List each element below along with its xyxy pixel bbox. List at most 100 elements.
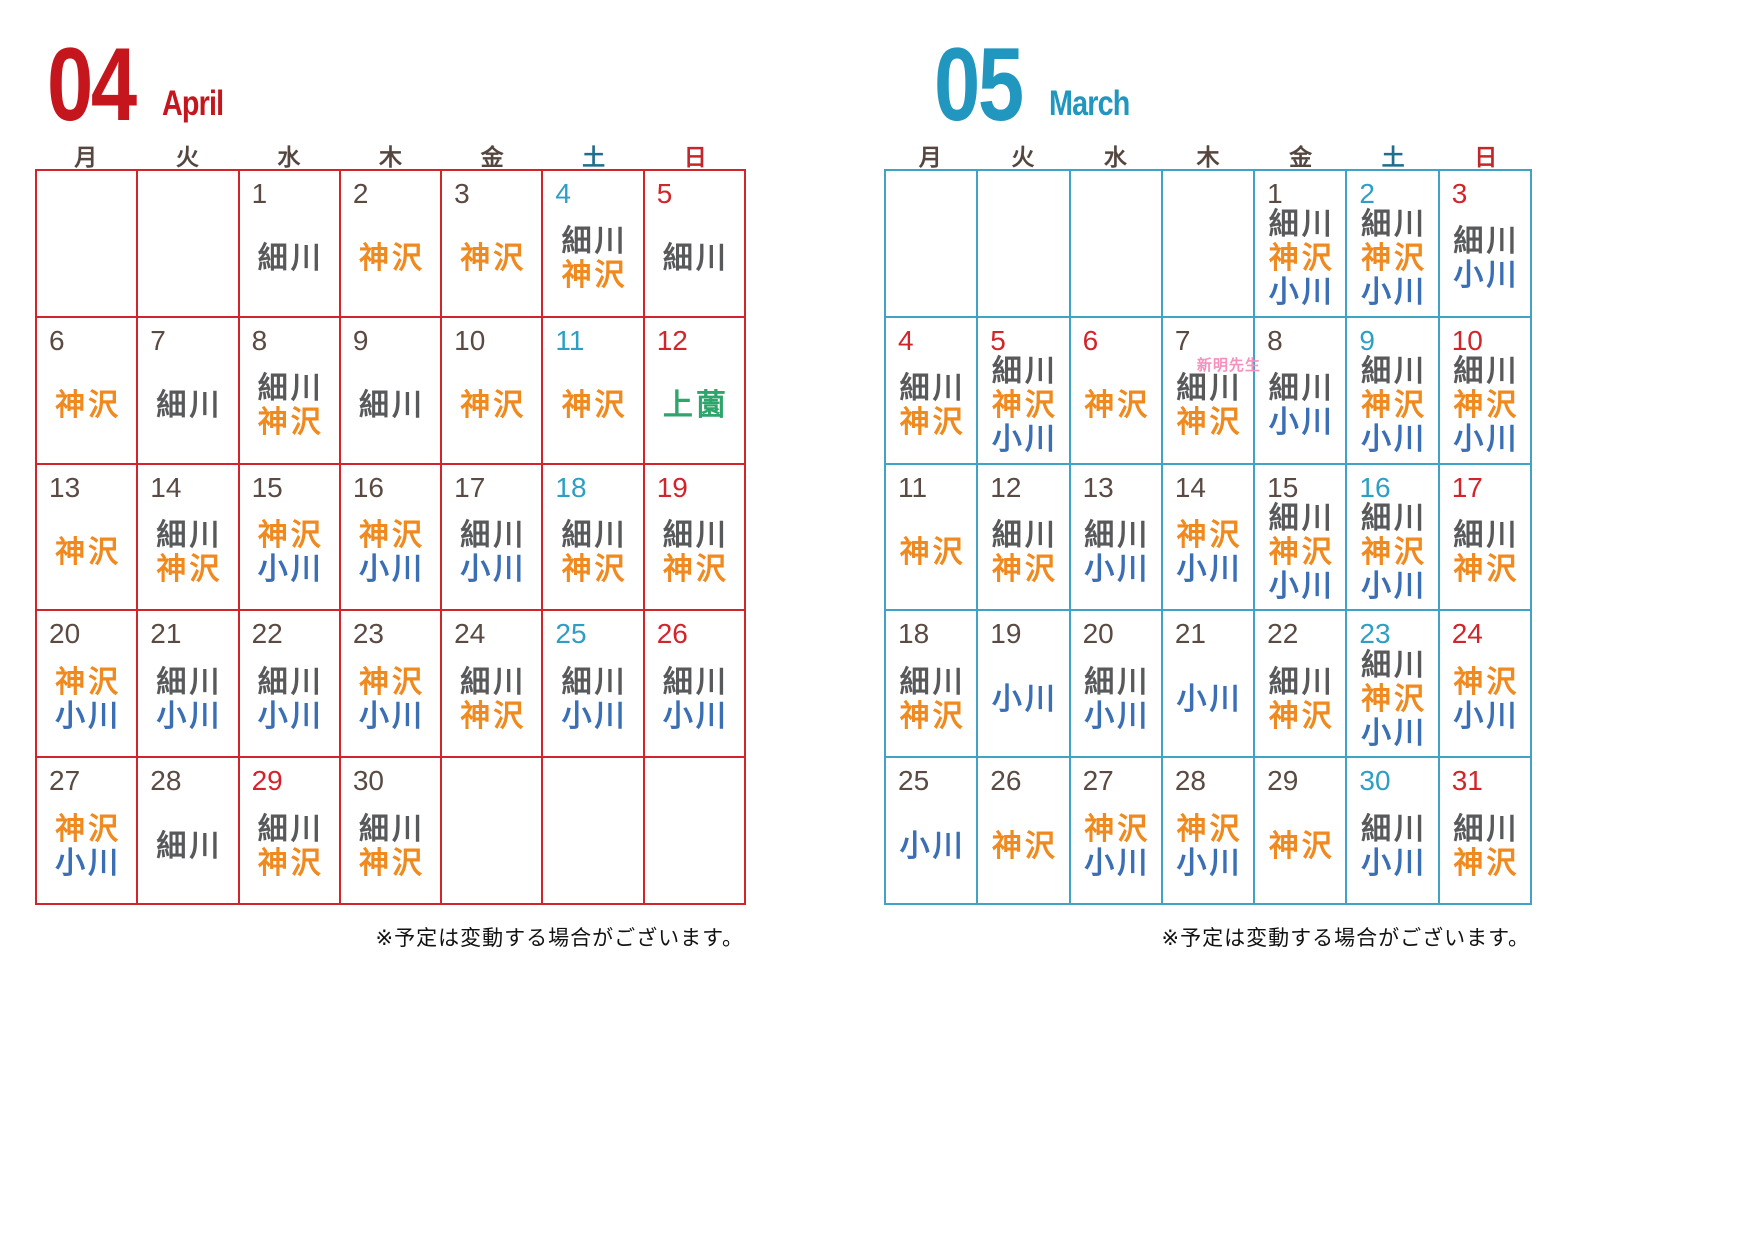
staff-name: 小川	[1084, 699, 1151, 733]
staff-names: 神沢 小川	[1163, 503, 1253, 604]
day-cell: 30 細川 神沢	[340, 758, 443, 905]
day-cell: 13 神沢	[37, 464, 139, 612]
day-number: 29	[1267, 765, 1299, 797]
day-cell: 21 小川	[1162, 611, 1256, 759]
staff-name: 小川	[55, 846, 122, 880]
staff-names: 神沢 小川	[37, 649, 136, 750]
staff-name: 細川	[156, 665, 223, 699]
staff-name: 小川	[257, 699, 324, 733]
staff-name: 小川	[1268, 276, 1335, 310]
staff-name: 神沢	[460, 389, 527, 423]
staff-names: 神沢	[1071, 356, 1161, 457]
staff-names: 神沢 小川	[1163, 796, 1253, 897]
day-cell: 25 小川	[886, 758, 979, 905]
day-number: 8	[1267, 324, 1283, 356]
staff-name: 小川	[991, 423, 1058, 457]
staff-name: 神沢	[1176, 812, 1243, 846]
staff-name: 神沢	[1361, 389, 1428, 423]
staff-names: 神沢	[442, 209, 541, 310]
day-number: 16	[1359, 471, 1391, 503]
staff-name: 神沢	[1176, 406, 1243, 440]
staff-names: 神沢	[1255, 796, 1345, 897]
day-number: 22	[251, 618, 283, 650]
staff-names: 神沢	[543, 356, 642, 457]
day-cell: 6 神沢	[1070, 317, 1163, 465]
staff-name: 細川	[1453, 355, 1520, 389]
staff-names: 細川 神沢	[1255, 649, 1345, 750]
day-cell: 14 神沢 小川	[1162, 464, 1256, 612]
day-cell: 29 神沢	[1255, 758, 1348, 905]
day-cell: 27 神沢 小川	[1070, 758, 1163, 905]
day-cell: 2 細川 神沢 小川	[1347, 171, 1440, 318]
staff-name: 細川	[662, 518, 729, 552]
day-cell: 18 細川 神沢	[886, 611, 979, 759]
staff-name: 神沢	[1453, 665, 1520, 699]
staff-name: 神沢	[561, 259, 628, 293]
calendar-grid: 1 細川 2 神沢 3 神沢 4 細川 神沢 5 細川 6 神沢 7 細川 8 細川 神沢 9 細川 10 神沢 11 神沢 1…	[35, 169, 746, 905]
staff-names: 細川 神沢 小川	[1347, 208, 1437, 310]
day-number: 9	[1359, 324, 1375, 356]
day-number: 11	[555, 324, 585, 356]
day-cell: 8 細川 小川	[1255, 317, 1348, 465]
dow-label: 火	[175, 144, 199, 170]
day-cell: 12 上薗	[644, 317, 746, 465]
day-number: 24	[454, 618, 486, 650]
day-number: 4	[555, 178, 571, 209]
staff-names: 細川 神沢	[341, 796, 440, 897]
day-cell: 9 細川	[340, 317, 443, 465]
day-cell: 19 小川	[978, 611, 1071, 759]
staff-names: 神沢 小川	[1440, 649, 1530, 750]
day-cell: 3 細川 小川	[1439, 171, 1532, 318]
staff-names: 細川 神沢 小川	[1255, 208, 1345, 310]
staff-names: 上薗	[645, 356, 744, 457]
day-cell: 6 神沢	[37, 317, 139, 465]
staff-names: 細川	[138, 356, 237, 457]
staff-names: 細川 小川	[645, 649, 744, 750]
day-number: 1	[251, 178, 268, 209]
staff-name: 神沢	[358, 242, 425, 276]
staff-names: 神沢	[37, 503, 136, 604]
staff-names: 細川 小川	[1071, 503, 1161, 604]
staff-names: 細川 神沢	[543, 209, 642, 310]
day-cell: 28 神沢 小川	[1162, 758, 1256, 905]
day-cell: 13 細川 小川	[1070, 464, 1163, 612]
staff-name: 小川	[1268, 570, 1335, 603]
staff-name: 細川	[257, 812, 324, 846]
staff-name: 小川	[991, 682, 1058, 716]
staff-name: 細川	[899, 372, 966, 406]
staff-name: 小川	[1176, 682, 1243, 716]
staff-name: 神沢	[1084, 812, 1151, 846]
staff-name: 小川	[1453, 423, 1520, 457]
staff-name: 小川	[561, 699, 628, 733]
staff-name: 細川	[1084, 665, 1151, 699]
staff-name: 細川	[156, 518, 223, 552]
day-cell: 25 細川 小川	[543, 611, 645, 759]
staff-name: 小川	[1361, 276, 1428, 310]
dow-label: 木	[1196, 144, 1220, 170]
day-number: 27	[1082, 765, 1114, 797]
footer-note: ※予定は変動する場合がございます。	[1161, 927, 1530, 950]
day-number: 30	[352, 765, 384, 797]
staff-names: 神沢 小川	[341, 503, 440, 604]
staff-name: 小川	[358, 699, 425, 733]
day-number: 2	[1359, 178, 1375, 209]
staff-name: 神沢	[899, 699, 966, 733]
day-cell: 19 細川 神沢	[644, 464, 746, 612]
staff-names: 細川 神沢	[240, 356, 339, 457]
staff-name: 神沢	[1084, 389, 1151, 423]
staff-name: 細川	[1176, 372, 1243, 406]
month-name: March	[1048, 84, 1130, 123]
staff-name: 細川	[991, 355, 1058, 389]
day-cell: 23 細川 神沢 小川	[1347, 611, 1440, 759]
day-cell: 22 細川 神沢	[1255, 611, 1348, 759]
day-number: 6	[1082, 324, 1099, 356]
footer-note: ※予定は変動する場合がございます。	[375, 927, 744, 950]
day-number: 3	[1451, 178, 1468, 209]
staff-name: 細川	[1084, 518, 1151, 552]
staff-name: 神沢	[257, 846, 324, 880]
day-cell: 16 細川 神沢 小川	[1347, 464, 1440, 612]
day-cell: 26 神沢	[978, 758, 1071, 905]
day-number: 30	[1359, 765, 1391, 797]
day-number: 6	[49, 324, 65, 356]
day-cell: 8 細川 神沢	[239, 317, 341, 465]
